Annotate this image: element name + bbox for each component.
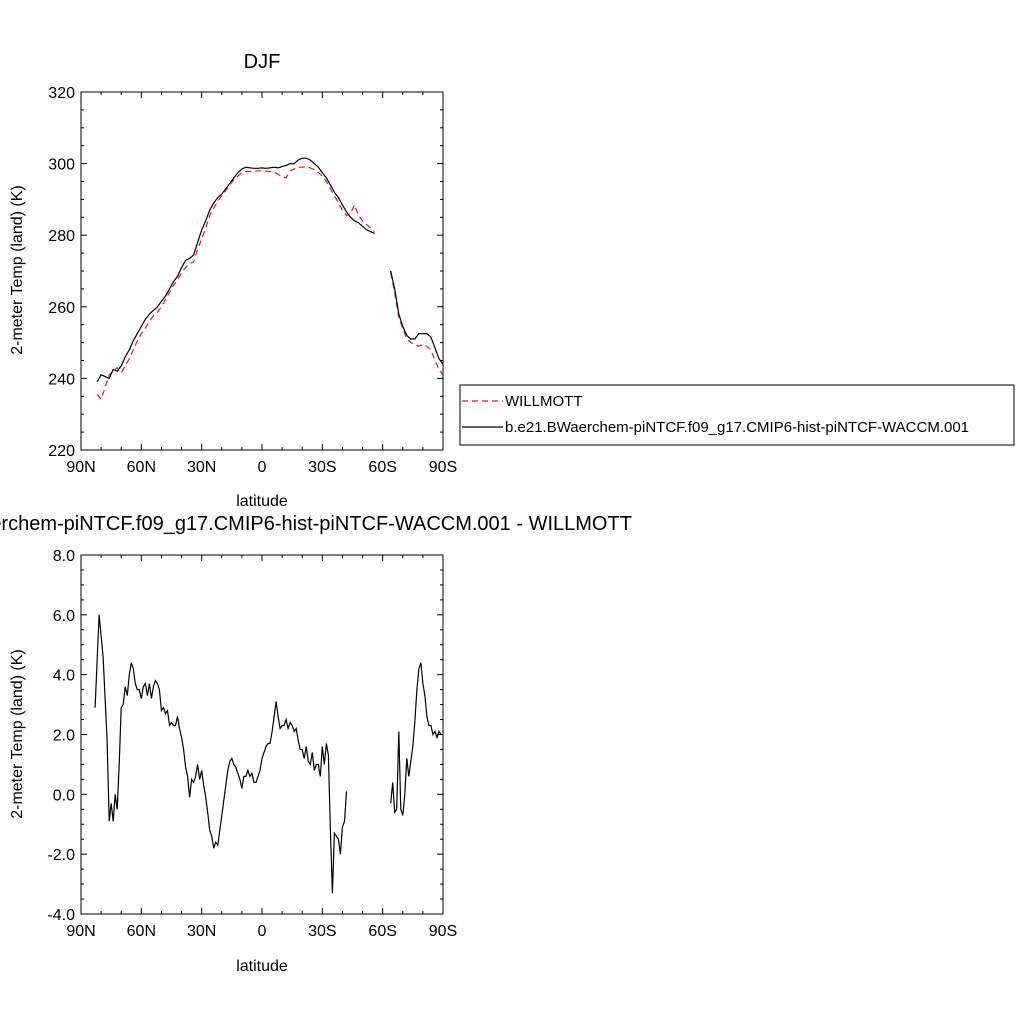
bottom-chart-x-tick-label: 0 (258, 923, 267, 940)
bottom-chart-x-tick-label: 30S (308, 923, 336, 940)
bottom-chart-y-tick-label: -4.0 (47, 907, 75, 924)
bottom-chart-y-axis-label: 2-meter Temp (land) (K) (9, 649, 26, 819)
top-chart-x-tick-label: 30S (308, 459, 336, 476)
bottom-chart-x-tick-label: 90N (66, 923, 95, 940)
top-chart-series-0-line-0 (96, 165, 376, 401)
bottom-chart-y-tick-label: -2.0 (47, 847, 75, 864)
top-chart-y-tick-label: 240 (48, 371, 75, 388)
top-chart-y-tick-label: 320 (48, 85, 75, 102)
top-chart-y-tick-label: 300 (48, 157, 75, 174)
top-chart-series-1-line-0 (96, 157, 375, 383)
bottom-chart-y-tick-label: 2.0 (53, 728, 75, 745)
bottom-chart-x-tick-label: 30N (187, 923, 216, 940)
top-chart-plot-frame (80, 91, 444, 451)
top-chart-x-tick-label: 90N (66, 459, 95, 476)
bottom-chart-title: b.e21.BWaerchem-piNTCF.f09_g17.CMIP6-his… (0, 513, 632, 535)
top-chart-plot: 90N 60N 30N 0 30S 60S 90S 220 240 260 280 300 320 (48, 85, 457, 476)
bottom-chart-y-tick-label: 4.0 (53, 668, 75, 685)
top-chart-x-tick-label: 0 (258, 459, 267, 476)
top-chart-series-0-line-1 (390, 272, 444, 376)
top-chart-x-tick-label: 30N (187, 459, 216, 476)
legend-label-model: b.e21.BWaerchem-piNTCF.f09_g17.CMIP6-his… (505, 419, 969, 436)
bottom-chart-x-tick-label: 60N (127, 923, 156, 940)
legend-box (459, 384, 1015, 446)
top-chart-x-tick-label: 60N (127, 459, 156, 476)
bottom-chart-x-tick-label: 90S (429, 923, 457, 940)
bottom-chart-y-tick-label: 6.0 (53, 608, 75, 625)
bottom-chart-x-axis-label: latitude (236, 958, 288, 975)
top-chart-y-tick-label: 260 (48, 300, 75, 317)
top-chart-x-tick-label: 90S (429, 459, 457, 476)
top-chart-y-axis-label: 2-meter Temp (land) (K) (9, 185, 26, 355)
legend-label-willmott: WILLMOTT (505, 393, 583, 410)
bottom-chart-series-0-line-0 (94, 614, 348, 894)
bottom-chart-plot: 90N 60N 30N 0 30S 60S 90S -4.0 -2.0 0.0 2.0 4.0 6.0 8… (47, 548, 457, 940)
bottom-chart-y-tick-label: 0.0 (53, 787, 75, 804)
top-chart-x-axis-label: latitude (236, 493, 288, 510)
top-chart-legend: WILLMOTT b.e21.BWaerchem-piNTCF.f09_g17.… (459, 384, 1015, 446)
bottom-chart-x-tick-label: 60S (368, 923, 396, 940)
top-chart-series-1-line-1 (390, 270, 444, 365)
top-chart-title: DJF (244, 51, 281, 73)
bottom-chart-plot-frame (80, 554, 444, 915)
top-chart-x-tick-label: 60S (368, 459, 396, 476)
top-chart-y-tick-label: 280 (48, 228, 75, 245)
bottom-chart-y-tick-label: 8.0 (53, 548, 75, 565)
bottom-chart-series-0-line-1 (390, 662, 443, 816)
top-chart-y-tick-label: 220 (48, 443, 75, 460)
